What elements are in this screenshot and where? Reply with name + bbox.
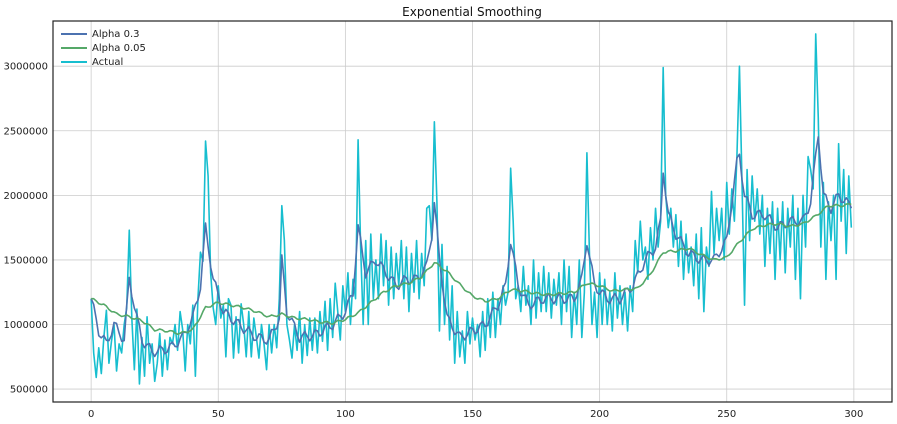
x-tick-label: 100: [336, 409, 355, 420]
y-tick-label: 3000000: [3, 62, 48, 73]
chart-title: Exponential Smoothing: [402, 5, 542, 19]
y-tick-label: 500000: [10, 385, 48, 396]
legend-label-alpha-03: Alpha 0.3: [92, 29, 140, 40]
x-tick-label: 200: [590, 409, 609, 420]
series-line-alpha-0-3: [90, 136, 853, 358]
legend-label-actual: Actual: [92, 57, 123, 68]
axis-ticks: 0 50 100 150 200 250 300 500000 1000000 1500000 20…: [3, 62, 863, 420]
y-tick-label: 1500000: [3, 255, 48, 266]
series-lines: [90, 33, 853, 385]
x-tick-label: 300: [844, 409, 863, 420]
y-tick-label: 2500000: [3, 126, 48, 137]
y-tick-label: 2000000: [3, 191, 48, 202]
legend: Alpha 0.3 Alpha 0.05 Actual: [61, 29, 146, 68]
series-line-alpha-0-05: [91, 202, 852, 336]
x-tick-label: 0: [88, 409, 94, 420]
legend-label-alpha-005: Alpha 0.05: [92, 43, 146, 54]
plot-frame: [52, 20, 893, 403]
x-tick-label: 150: [463, 409, 482, 420]
x-tick-label: 50: [212, 409, 225, 420]
y-tick-label: 1000000: [3, 320, 48, 331]
x-tick-label: 250: [717, 409, 736, 420]
